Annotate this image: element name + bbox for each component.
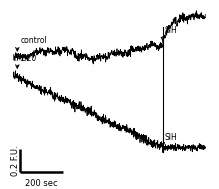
- Text: 0.2 F.U.: 0.2 F.U.: [11, 145, 20, 176]
- Text: FAS20: FAS20: [14, 54, 37, 63]
- Text: control: control: [21, 36, 48, 45]
- Text: SIH: SIH: [164, 26, 177, 35]
- Text: SIH: SIH: [164, 133, 177, 142]
- Text: 200 sec: 200 sec: [25, 179, 58, 188]
